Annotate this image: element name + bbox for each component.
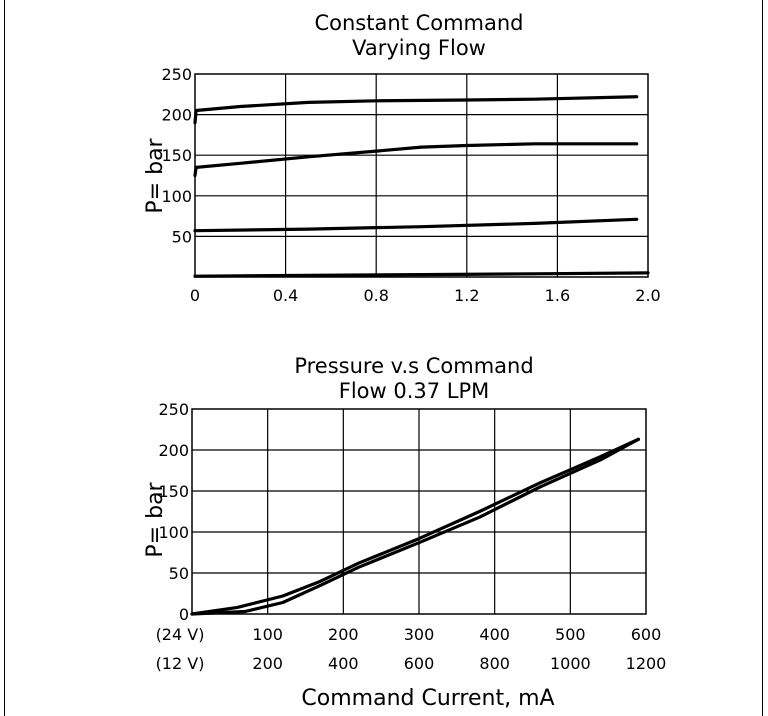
chart2-xtick-24v-label: 300 [404, 625, 435, 644]
chart1-xtick-label: 1.6 [545, 286, 570, 305]
chart2-plot-area [191, 408, 647, 615]
chart2-ytick-label: 200 [158, 441, 189, 460]
chart1-xtick-label: 0.4 [273, 286, 298, 305]
chart2-xtick-12v-label: (12 V) [156, 654, 205, 673]
chart1-series-group [193, 95, 650, 278]
chart2-ytick-label: 150 [158, 482, 189, 501]
chart1-title-line1: Constant Command [314, 11, 523, 35]
chart2-grid [192, 409, 646, 614]
chart2-ytick-label: 50 [169, 564, 189, 583]
chart2-xtick-24v-label: 400 [479, 625, 510, 644]
chart1-xtick-label: 1.2 [454, 286, 479, 305]
chart1-ytick-label: 250 [161, 65, 192, 84]
chart2-xtick-12v-label: 1000 [550, 654, 591, 673]
chart2-ylabel: P= bar [143, 481, 168, 557]
chart2-ytick-label: 0 [179, 605, 189, 624]
chart2-series-line-1 [190, 437, 641, 616]
chart2-title-line2: Flow 0.37 LPM [339, 379, 490, 403]
chart2-ytick-label: 100 [158, 523, 189, 542]
chart2-xtick-24v-label: 600 [631, 625, 662, 644]
chart1-ytick-label: 150 [161, 146, 192, 165]
chart1-series-line-3 [193, 217, 639, 233]
chart-constant-command: Constant Command Varying Flow 0 0.4 0.8 1.2… [143, 11, 661, 305]
chart1-xtick-label: 0.8 [363, 286, 388, 305]
chart1-ytick-label: 100 [161, 187, 192, 206]
chart1-ticks: 0 0.4 0.8 1.2 1.6 2.0 50 100 150 200 250 [161, 65, 660, 305]
chart1-ytick-label: 50 [172, 227, 192, 246]
chart2-xtick-12v-label: 1200 [626, 654, 667, 673]
chart2-xtick-12v-label: 400 [328, 654, 359, 673]
chart-pressure-vs-command: Pressure v.s Command Flow 0.37 LPM 0 50 10… [143, 354, 666, 711]
chart2-ticks: 0 50 100 150 200 250 (24 V) 100 200 300 400 500 600 (… [156, 400, 667, 673]
chart2-xtick-24v-label: 100 [252, 625, 283, 644]
chart1-ytick-label: 200 [161, 106, 192, 125]
chart1-series-line-2 [193, 142, 639, 178]
chart2-xtick-12v-label: 200 [252, 654, 283, 673]
chart1-series-line-1 [193, 95, 639, 125]
chart2-title-line1: Pressure v.s Command [294, 354, 533, 378]
chart2-xlabel: Command Current, mA [301, 686, 554, 711]
chart2-xtick-24v-label: (24 V) [156, 625, 205, 644]
chart2-xtick-12v-label: 800 [479, 654, 510, 673]
chart2-xtick-24v-label: 200 [328, 625, 359, 644]
chart1-xtick-label: 2.0 [635, 286, 660, 305]
chart2-xtick-12v-label: 600 [404, 654, 435, 673]
chart1-grid [195, 74, 648, 277]
chart1-xtick-label: 0 [190, 286, 200, 305]
chart1-title-line2: Varying Flow [352, 36, 486, 60]
figure-frame [4, 0, 763, 716]
chart2-xtick-24v-label: 500 [555, 625, 586, 644]
chart1-series-line-4 [193, 271, 650, 278]
chart1-ylabel: P= bar [143, 137, 168, 213]
chart2-series-line-2 [190, 437, 641, 616]
chart2-series-group [190, 437, 641, 616]
chart2-ytick-label: 250 [158, 400, 189, 419]
